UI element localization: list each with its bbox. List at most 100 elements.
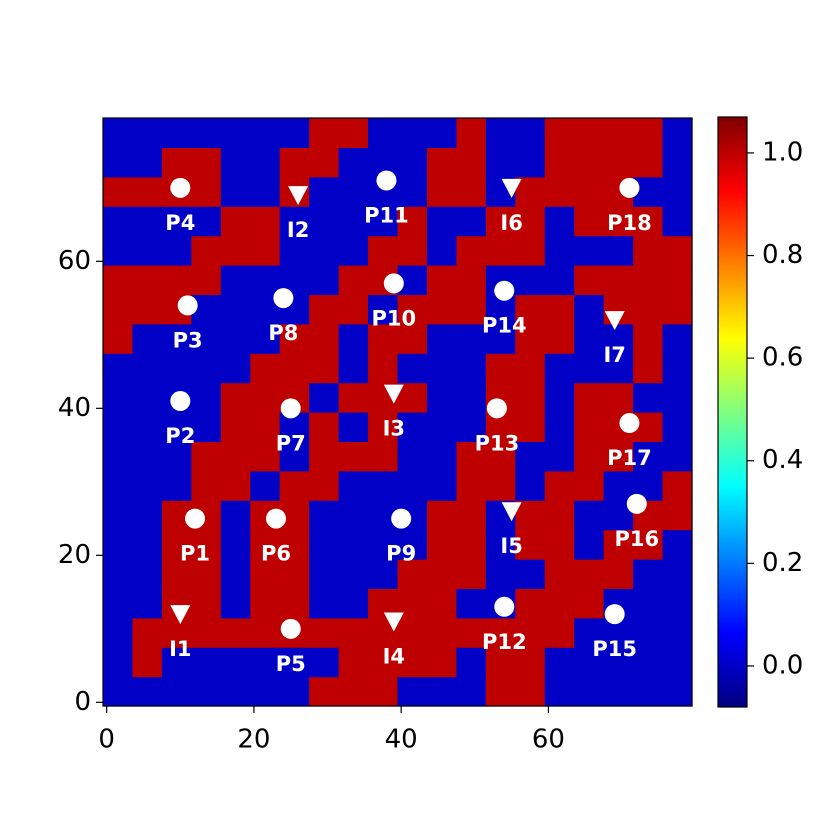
- cell: [633, 294, 664, 325]
- cell: [397, 353, 428, 384]
- cell: [633, 529, 664, 560]
- cell: [132, 412, 163, 442]
- cell: [603, 529, 634, 560]
- cell: [309, 412, 340, 442]
- cell: [132, 676, 163, 707]
- cell: [103, 265, 134, 295]
- cell: [515, 412, 546, 442]
- cell: [103, 470, 134, 501]
- cell: [633, 323, 664, 354]
- cell: [368, 559, 399, 589]
- cell: [544, 382, 575, 413]
- cell: [397, 647, 428, 678]
- cell: [309, 559, 340, 589]
- cell: [662, 588, 693, 619]
- cell: [279, 147, 310, 178]
- cell: [633, 676, 664, 707]
- well-marker: [280, 618, 301, 639]
- cell: [103, 647, 134, 678]
- cell: [279, 676, 310, 707]
- cell: [544, 265, 575, 295]
- cell: [250, 147, 281, 178]
- cell: [279, 323, 310, 354]
- cell: [662, 559, 693, 589]
- cell: [397, 118, 428, 148]
- cell: [544, 676, 575, 707]
- well-marker: [501, 178, 522, 198]
- cell: [191, 441, 222, 472]
- cell: [485, 647, 516, 678]
- cell: [574, 118, 605, 148]
- cell: [662, 647, 693, 678]
- cell: [220, 176, 251, 207]
- cell: [603, 441, 634, 472]
- cell: [456, 441, 487, 472]
- cell: [544, 118, 575, 148]
- colorbar-tick-label: 0.2: [762, 548, 803, 578]
- cell: [397, 323, 428, 354]
- cell: [574, 206, 605, 237]
- cell: [603, 559, 634, 589]
- cell: [456, 235, 487, 266]
- cell: [161, 265, 192, 295]
- cell: [250, 617, 281, 648]
- cell: [250, 647, 281, 678]
- cell: [574, 382, 605, 413]
- cell: [103, 147, 134, 178]
- cell: [544, 412, 575, 442]
- cell: [574, 470, 605, 501]
- cell: [633, 235, 664, 266]
- cell: [456, 617, 487, 648]
- cell: [574, 147, 605, 178]
- cell: [191, 676, 222, 707]
- cell: [191, 617, 222, 648]
- well-marker: [619, 413, 640, 434]
- cell: [309, 676, 340, 707]
- cell: [103, 118, 134, 148]
- cell: [456, 353, 487, 384]
- well-marker: [494, 596, 515, 617]
- cell: [662, 118, 693, 148]
- cell: [426, 500, 457, 531]
- cell: [485, 147, 516, 178]
- cell: [309, 470, 340, 501]
- cell: [103, 500, 134, 531]
- cell: [338, 235, 369, 266]
- cell: [103, 235, 134, 266]
- x-tick-label: 60: [532, 725, 565, 755]
- y-tick-label: 60: [58, 246, 91, 276]
- cell: [515, 353, 546, 384]
- colorbar-tick-label: 1.0: [762, 137, 803, 167]
- cell: [132, 441, 163, 472]
- cell: [250, 529, 281, 560]
- cell: [220, 353, 251, 384]
- cell: [191, 353, 222, 384]
- cell: [426, 470, 457, 501]
- cell: [132, 588, 163, 619]
- cell: [338, 647, 369, 678]
- cell: [603, 235, 634, 266]
- cell: [515, 500, 546, 531]
- cell: [220, 294, 251, 325]
- cell: [250, 588, 281, 619]
- cell: [132, 529, 163, 560]
- cell: [103, 382, 134, 413]
- cell: [161, 118, 192, 148]
- cell: [103, 676, 134, 707]
- cell: [161, 676, 192, 707]
- cell: [309, 235, 340, 266]
- cell: [368, 412, 399, 442]
- well-marker: [170, 390, 191, 411]
- cell: [544, 147, 575, 178]
- cell: [132, 617, 163, 648]
- well-label: P15: [592, 637, 637, 661]
- cell: [662, 353, 693, 384]
- cell: [338, 500, 369, 531]
- cell: [368, 294, 399, 325]
- cell: [544, 206, 575, 237]
- well-marker: [280, 398, 301, 419]
- colorbar-tick-label: 0.6: [762, 343, 803, 373]
- cell: [544, 176, 575, 207]
- cell: [309, 500, 340, 531]
- cell: [397, 206, 428, 237]
